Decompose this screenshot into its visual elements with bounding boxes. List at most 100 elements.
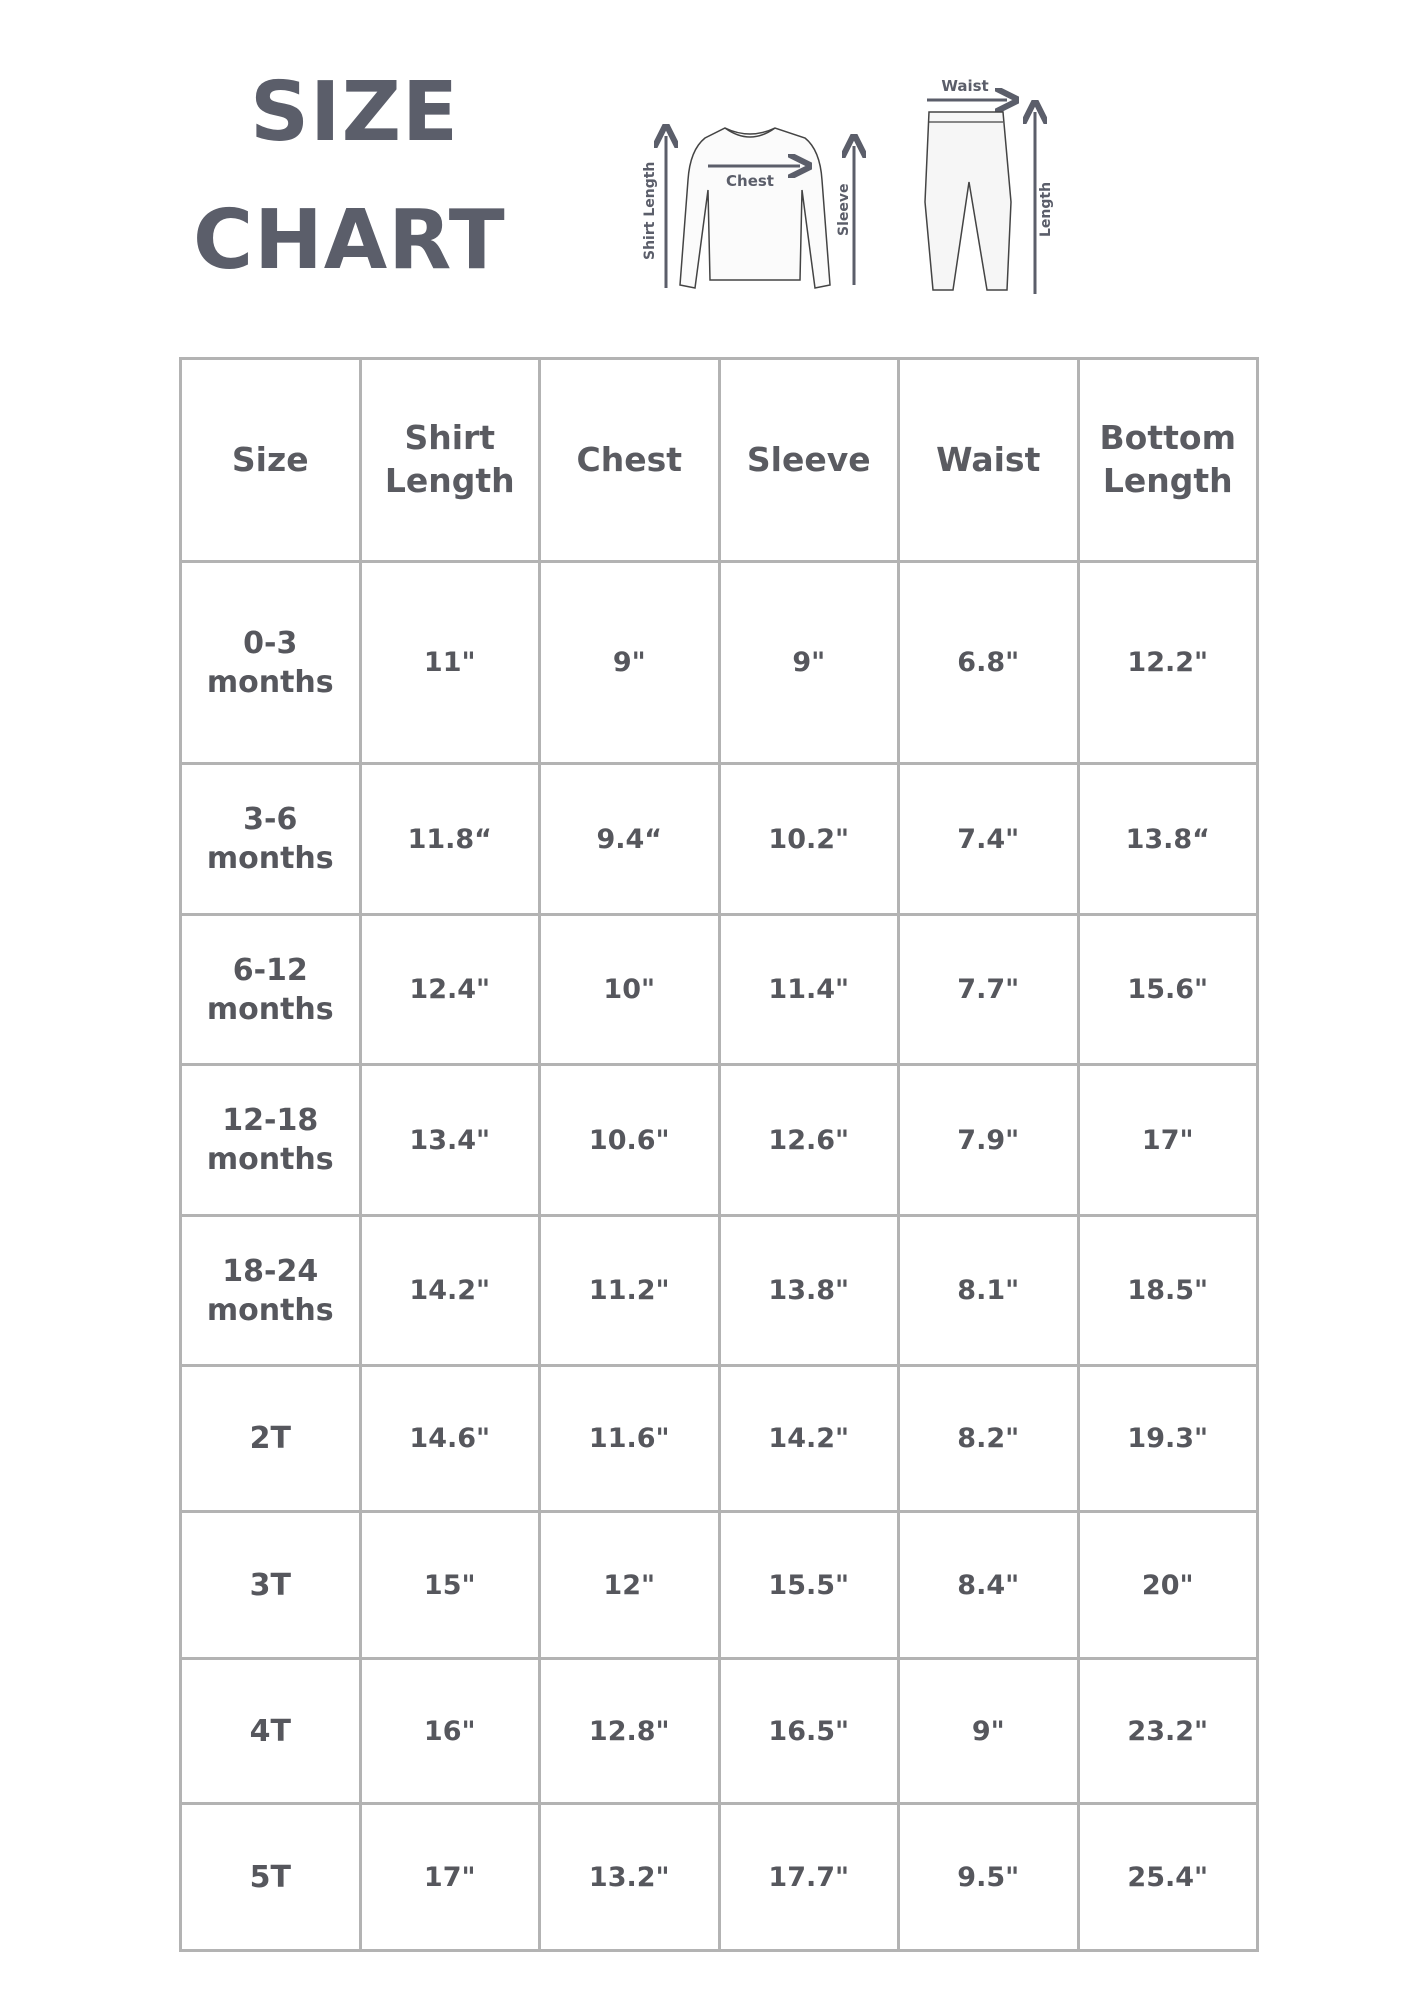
measurement-cell: 13.4" [358, 1063, 541, 1217]
shirt-diagram: Chest Shirt Length Sleeve [642, 100, 870, 289]
size-chart-table: Size Shirt Length Chest Sleeve Waist Bottom Len… [179, 357, 1259, 1952]
header-text: Length [1102, 461, 1233, 500]
measurement-cell: 15.5" [717, 1510, 900, 1660]
size-text: months [206, 1292, 334, 1328]
table-row: 4T 16" 12.8" 16.5" 9" 23.2" [179, 1657, 1259, 1805]
pants-diagram: Waist Length [924, 77, 1054, 294]
measurement-cell: 16.5" [717, 1657, 900, 1805]
table-row: 12-18 months 13.4" 10.6" 12.6" 7.9" 17" [179, 1063, 1259, 1217]
size-text: months [206, 991, 334, 1027]
measurement-cell: 17" [1076, 1063, 1259, 1217]
size-text: 6-12 [232, 952, 308, 988]
size-text: 3-6 [243, 802, 298, 837]
shirt-length-label: Shirt Length [642, 162, 658, 260]
measurement-cell: 12.2" [1076, 560, 1259, 765]
column-header: Shirt Length [358, 357, 541, 563]
measurement-cell: 13.8“ [1076, 762, 1259, 916]
column-header: Bottom Length [1076, 357, 1259, 563]
measurement-cell: 12.4" [358, 913, 541, 1066]
size-text: 3T [249, 1567, 291, 1603]
size-cell: 4T [179, 1657, 362, 1805]
measurement-cell: 13.2" [538, 1802, 721, 1952]
measurement-cell: 6.8" [897, 560, 1080, 765]
column-header: Waist [897, 357, 1080, 563]
size-text: 2T [249, 1421, 291, 1456]
table-row: 18-24 months 14.2" 11.2" 13.8" 8.1" 18.5" [179, 1214, 1259, 1367]
measurement-cell: 11.6" [538, 1364, 721, 1513]
table-row: 3T 15" 12" 15.5" 8.4" 20" [179, 1510, 1259, 1660]
measurement-cell: 8.1" [897, 1214, 1080, 1367]
header-text: Sleeve [746, 439, 871, 479]
size-cell: 3T [179, 1510, 362, 1660]
measurement-cell: 9" [717, 560, 900, 765]
measurement-cell: 7.7" [897, 913, 1080, 1066]
size-text: months [206, 664, 334, 700]
measurement-cell: 11.2" [538, 1214, 721, 1367]
measurement-cell: 10" [538, 913, 721, 1066]
measurement-cell: 14.2" [717, 1364, 900, 1513]
measurement-cell: 10.6" [538, 1063, 721, 1217]
measurement-cell: 9" [538, 560, 721, 765]
measurement-cell: 12.8" [538, 1657, 721, 1805]
measurement-cell: 14.2" [358, 1214, 541, 1367]
waist-label: Waist [941, 77, 988, 95]
measurement-cell: 11" [358, 560, 541, 765]
column-header: Chest [538, 357, 721, 563]
measurement-cell: 9.5" [897, 1802, 1080, 1952]
measurement-cell: 14.6" [358, 1364, 541, 1513]
measurement-cell: 17.7" [717, 1802, 900, 1952]
measurement-cell: 15" [358, 1510, 541, 1660]
table-row: 6-12 months 12.4" 10" 11.4" 7.7" 15.6" [179, 913, 1259, 1066]
measurement-cell: 12" [538, 1510, 721, 1660]
measurement-cell: 8.4" [897, 1510, 1080, 1660]
column-header: Size [179, 357, 362, 563]
size-cell: 5T [179, 1802, 362, 1952]
size-text: 4T [249, 1713, 291, 1749]
chest-label: Chest [726, 172, 774, 190]
size-cell: 12-18 months [179, 1063, 362, 1217]
header-text: Length [384, 461, 515, 500]
measurement-cell: 7.4" [897, 762, 1080, 916]
size-cell: 2T [179, 1364, 362, 1513]
title-line-1: SIZE [250, 65, 460, 160]
measurement-cell: 23.2" [1076, 1657, 1259, 1805]
table-row: 2T 14.6" 11.6" 14.2" 8.2" 19.3" [179, 1364, 1259, 1513]
measurement-cell: 10.2" [717, 762, 900, 916]
measurement-cell: 18.5" [1076, 1214, 1259, 1367]
size-cell: 0-3 months [179, 560, 362, 765]
size-cell: 18-24 months [179, 1214, 362, 1367]
measurement-cell: 8.2" [897, 1364, 1080, 1513]
header-text: Size [231, 439, 309, 479]
sleeve-label: Sleeve [836, 184, 852, 237]
column-header: Sleeve [717, 357, 900, 563]
measurement-cell: 7.9" [897, 1063, 1080, 1217]
table-header-row: Size Shirt Length Chest Sleeve Waist Bottom Len… [179, 357, 1259, 563]
measurement-cell: 11.8“ [358, 762, 541, 916]
size-cell: 3-6 months [179, 762, 362, 916]
table-row: 5T 17" 13.2" 17.7" 9.5" 25.4" [179, 1802, 1259, 1952]
size-text: months [206, 841, 334, 876]
size-text: 18-24 [222, 1253, 319, 1289]
size-cell: 6-12 months [179, 913, 362, 1066]
measurement-cell: 12.6" [717, 1063, 900, 1217]
measurement-cell: 11.4" [717, 913, 900, 1066]
header-text: Shirt [404, 418, 496, 458]
measurement-cell: 17" [358, 1802, 541, 1952]
header-text: Chest [576, 439, 682, 479]
size-text: months [206, 1142, 334, 1177]
table-row: 0-3 months 11" 9" 9" 6.8" 12.2" [179, 560, 1259, 765]
bottom-length-label: Length [1038, 182, 1054, 237]
measurement-cell: 15.6" [1076, 913, 1259, 1066]
size-text: 12-18 [222, 1103, 319, 1138]
size-text: 0-3 [243, 625, 298, 661]
measurement-cell: 9" [897, 1657, 1080, 1805]
measurement-cell: 13.8" [717, 1214, 900, 1367]
shirt-outline [679, 127, 831, 289]
measurement-cell: 19.3" [1076, 1364, 1259, 1513]
measurement-cell: 25.4" [1076, 1802, 1259, 1952]
measurement-cell: 20" [1076, 1510, 1259, 1660]
measurement-cell: 9.4“ [538, 762, 721, 916]
header-text: Waist [936, 439, 1041, 479]
title-line-2: CHART [193, 193, 506, 288]
measurement-cell: 16" [358, 1657, 541, 1805]
